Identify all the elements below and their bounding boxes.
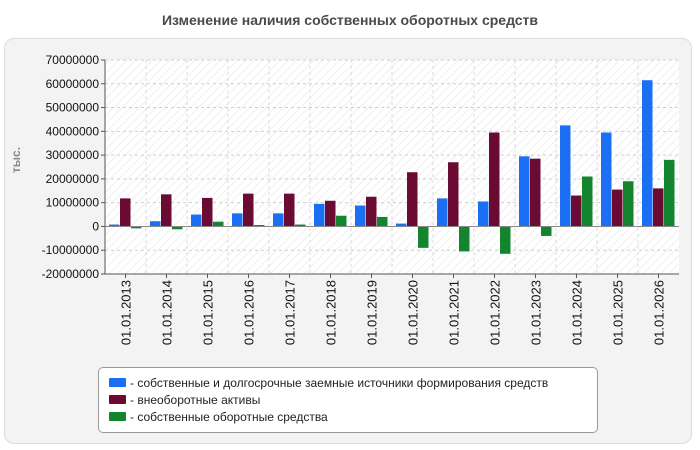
bar [254, 225, 265, 227]
chart-title: Изменение наличия собственных оборотных … [161, 12, 539, 28]
bar [612, 189, 623, 227]
y-tick-labels: 70000000 60000000 50000000 40000000 30000000… [42, 53, 100, 281]
bar [664, 159, 675, 227]
bar [366, 196, 377, 227]
legend-label: - внеоборотные активы [130, 392, 261, 407]
legend-swatch [109, 395, 126, 404]
bar [642, 80, 653, 227]
bar [560, 125, 571, 227]
bar [653, 188, 664, 227]
bars [109, 80, 675, 254]
y-tick-label: 20000000 [46, 172, 100, 186]
bar [202, 197, 213, 227]
bar [120, 198, 131, 227]
bar [571, 195, 582, 227]
bar [191, 214, 202, 227]
x-tick-label: 01.01.2019 [365, 280, 380, 345]
bar [325, 200, 336, 227]
y-tick-label: 10000000 [46, 196, 100, 210]
bar [336, 215, 347, 227]
x-tick-label: 01.01.2020 [406, 280, 421, 345]
plot-area [105, 60, 679, 274]
bar [213, 221, 224, 227]
legend-swatch [109, 412, 126, 421]
legend-label: - собственные и долгосрочные заемные ист… [130, 375, 549, 390]
bar [530, 158, 541, 227]
y-tick-label: 50000000 [46, 101, 100, 115]
bar [541, 226, 552, 236]
y-tick-label: 70000000 [46, 53, 100, 67]
y-tick-label: 60000000 [46, 77, 100, 91]
bar [489, 132, 500, 227]
bar [377, 216, 388, 227]
x-tick-label: 01.01.2015 [201, 280, 216, 345]
bar [478, 201, 489, 227]
x-tick-label: 01.01.2022 [488, 280, 503, 345]
bar [582, 176, 593, 227]
x-tick-label: 01.01.2025 [611, 280, 626, 345]
x-tick-label: 01.01.2024 [570, 280, 585, 345]
legend-item: - собственные и долгосрочные заемные ист… [109, 374, 597, 391]
bar [161, 194, 172, 227]
bar [500, 226, 511, 254]
x-tick-label: 01.01.2021 [447, 280, 462, 345]
bar [314, 203, 325, 227]
bar [623, 181, 634, 227]
legend-item: - внеоборотные активы [109, 391, 597, 408]
y-tick-label: -20000000 [42, 267, 100, 281]
y-tick-label: -10000000 [42, 243, 100, 257]
bar [355, 205, 366, 227]
bar [109, 224, 120, 227]
legend-item: - собственные оборотные средства [109, 408, 597, 425]
legend-swatch [109, 378, 126, 387]
y-tick-label: 0 [92, 219, 99, 233]
x-tick-label: 01.01.2017 [283, 280, 298, 345]
x-tick-labels: 01.01.2013 01.01.2014 01.01.2015 01.01.2016… [119, 280, 667, 345]
bar [172, 226, 183, 230]
legend: - собственные и долгосрочные заемные ист… [98, 367, 598, 433]
bar [519, 156, 530, 227]
x-tick-label: 01.01.2013 [119, 280, 134, 345]
y-tick-label: 40000000 [46, 124, 100, 138]
x-tick-label: 01.01.2018 [324, 280, 339, 345]
bar [437, 198, 448, 227]
bar [407, 172, 418, 227]
bar [243, 193, 254, 227]
x-tick-label: 01.01.2016 [242, 280, 257, 345]
bar [396, 223, 407, 227]
bar [418, 226, 429, 248]
bar [273, 213, 284, 227]
x-tick-label: 01.01.2023 [529, 280, 544, 345]
bar [232, 213, 243, 227]
legend-label: - собственные оборотные средства [130, 409, 328, 424]
bar [601, 132, 612, 227]
x-tick-label: 01.01.2014 [160, 280, 175, 345]
y-axis-label: тыс. [9, 147, 23, 173]
bar [448, 162, 459, 227]
bar [284, 193, 295, 227]
bar [459, 226, 470, 252]
axes [101, 59, 679, 278]
bar [150, 221, 161, 227]
y-tick-label: 30000000 [46, 148, 100, 162]
bar [295, 224, 306, 227]
x-tick-label: 01.01.2026 [652, 280, 667, 345]
bar [131, 226, 142, 229]
